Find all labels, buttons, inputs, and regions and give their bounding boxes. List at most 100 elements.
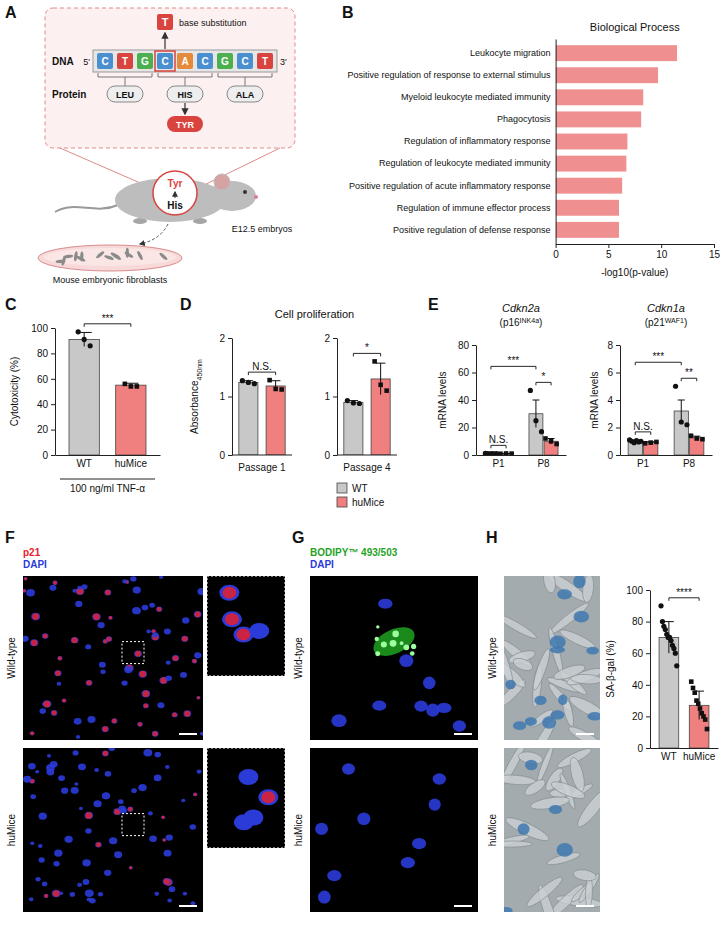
inset-frame — [207, 748, 285, 848]
nucleus — [219, 585, 239, 601]
nucleus — [95, 842, 102, 848]
tick-label: Myeloid leukocyte mediated immunity — [401, 92, 551, 102]
subtitle-part: ) — [539, 317, 542, 328]
bar — [556, 222, 619, 238]
signal — [23, 589, 26, 592]
nucleus — [39, 813, 47, 820]
signal — [107, 637, 112, 642]
stain — [549, 805, 562, 814]
cell — [504, 774, 536, 786]
codon-bracket — [218, 73, 272, 86]
stain — [558, 695, 567, 705]
substitution: T — [162, 16, 169, 28]
tick-label: 2 — [607, 422, 613, 433]
nucleus — [53, 861, 59, 866]
cell — [504, 814, 551, 845]
significance-label: N.S. — [489, 434, 508, 445]
axis-title: SA-β-gal (%) — [605, 640, 616, 697]
data-point — [684, 422, 689, 427]
nucleus — [433, 773, 446, 784]
tick: 100 — [31, 323, 55, 334]
tick-label: P8 — [537, 458, 550, 469]
axis-title: Absorbance450nm — [189, 359, 203, 434]
base-box — [97, 53, 113, 69]
axis: WThuMice — [56, 456, 161, 470]
stain — [513, 721, 526, 730]
base: A — [181, 56, 188, 67]
axis-line — [556, 40, 557, 245]
nucleus — [414, 701, 427, 712]
cell — [512, 656, 535, 673]
tick: 15 — [709, 244, 721, 260]
tick: 1 — [219, 391, 232, 402]
cell — [73, 251, 78, 261]
signal — [173, 655, 178, 660]
cell — [552, 662, 587, 682]
axis-line — [621, 455, 713, 456]
nucleus — [194, 611, 202, 618]
signal — [375, 637, 379, 641]
tick: WT — [661, 751, 677, 762]
axis: Leukocyte migrationPositive regulation o… — [347, 40, 556, 245]
cell — [504, 611, 538, 641]
signal — [129, 866, 132, 869]
signal — [411, 644, 416, 649]
data-point — [345, 398, 350, 403]
tick-label: 20 — [458, 422, 470, 433]
tick-label: 40 — [632, 680, 644, 691]
data-point — [698, 706, 703, 711]
signal — [184, 711, 190, 717]
nucleus — [138, 784, 146, 791]
bar — [529, 414, 543, 455]
tick-mark — [646, 622, 650, 623]
axis-title: mRNA levels — [437, 371, 448, 428]
chart-title: Cdkn2a — [502, 302, 540, 314]
signal — [140, 671, 146, 677]
axis-title: -log10(p-value) — [601, 267, 668, 278]
arrow — [140, 224, 168, 244]
tick: 80 — [632, 616, 650, 627]
tick-label: 5 — [606, 249, 612, 260]
data-point — [549, 439, 554, 444]
nucleus — [165, 675, 172, 681]
nucleus — [85, 828, 91, 833]
signal — [410, 651, 415, 656]
data-point — [674, 663, 679, 668]
micrograph — [310, 748, 478, 912]
nucleus — [143, 749, 152, 757]
nucleus — [109, 837, 117, 844]
axis: 020406080100 — [31, 323, 55, 461]
label: DNA — [52, 56, 74, 67]
tick: 100 — [626, 585, 650, 596]
signal — [105, 590, 110, 595]
data-point — [528, 388, 533, 393]
cell — [524, 874, 565, 910]
signal — [225, 613, 239, 625]
data-point — [509, 451, 514, 455]
tick-mark — [333, 455, 337, 456]
tick: 80 — [458, 340, 476, 351]
scale-bar — [576, 905, 594, 907]
micrograph-inset — [207, 748, 285, 848]
nucleus — [86, 680, 93, 686]
tick: 60 — [458, 367, 476, 378]
tick: 60 — [632, 648, 650, 659]
data-point — [82, 337, 87, 342]
cell — [535, 748, 556, 785]
data-point — [643, 441, 648, 446]
tick-mark — [616, 373, 620, 374]
legend: WThuMice — [337, 483, 385, 508]
signal — [138, 722, 142, 726]
panel: DCell proliferationAbsorbance450nm012Pas… — [180, 296, 397, 508]
label: Mouse embryonic fibroblasts — [53, 275, 168, 285]
nucleus — [152, 731, 159, 737]
axis-title: mRNA levels — [589, 371, 600, 428]
significance-bracket — [353, 353, 380, 356]
tick-mark — [646, 653, 650, 654]
nucleus — [108, 748, 115, 751]
nucleus — [164, 878, 173, 886]
tick-label: Positive regulation of acute inflammator… — [349, 181, 551, 191]
significance-label: *** — [102, 313, 114, 324]
nucleus — [197, 769, 202, 773]
data-point — [692, 690, 697, 695]
